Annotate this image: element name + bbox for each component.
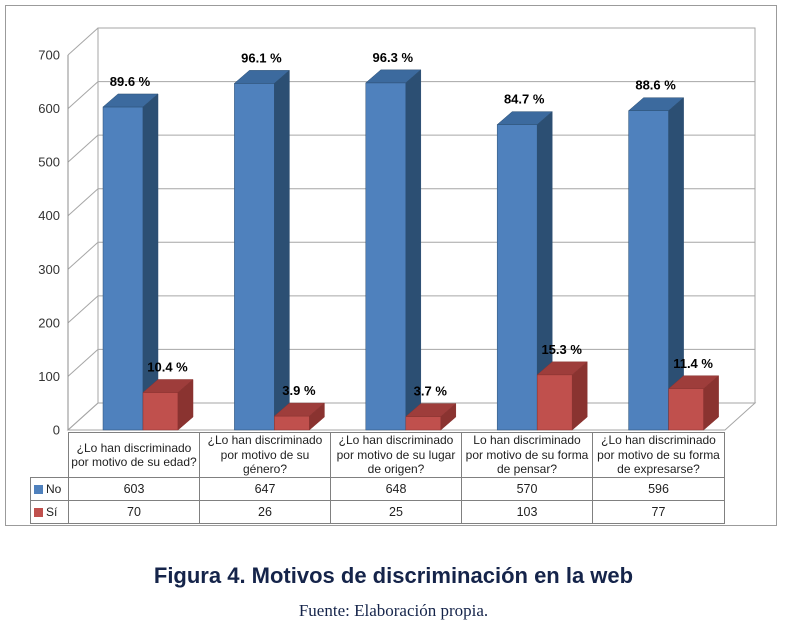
bar-sí-2-side bbox=[440, 403, 457, 431]
category-header-1: ¿Lo han discriminado por motivo de su gé… bbox=[199, 432, 331, 478]
y-tick-label: 700 bbox=[38, 48, 60, 63]
bar-percent-label: 96.3 % bbox=[373, 50, 414, 65]
category-header-2: ¿Lo han discriminado por motivo de su lu… bbox=[330, 432, 462, 478]
bar-percent-label: 84.7 % bbox=[504, 92, 545, 107]
chart-area: 0 100 200 300 400 500 600 700 89.6 % 10.4 % 96.1 %… bbox=[5, 5, 777, 526]
bar-percent-label: 89.6 % bbox=[110, 74, 151, 89]
category-header-4: ¿Lo han discriminado por motivo de su fo… bbox=[592, 432, 725, 478]
bar-no-3-front bbox=[496, 124, 538, 431]
y-tick-label: 400 bbox=[38, 208, 60, 223]
bar-sí-1-side bbox=[309, 402, 325, 431]
bar-percent-label: 15.3 % bbox=[541, 342, 582, 357]
bar-plot: 0 100 200 300 400 500 600 700 89.6 % 10.4 % 96.1 %… bbox=[38, 27, 757, 438]
value-cell-sí-3: 103 bbox=[461, 500, 593, 524]
bar-percent-label: 3.7 % bbox=[414, 384, 448, 399]
bar-sí-0-front bbox=[142, 392, 179, 431]
tick-connector bbox=[67, 295, 99, 324]
legend-cell-no: No bbox=[30, 477, 69, 501]
value-cell-no-3: 570 bbox=[461, 477, 593, 501]
figure-source: Fuente: Elaboración propia. bbox=[298, 601, 489, 620]
tick-connector bbox=[67, 402, 99, 431]
table-row-no: No 603 647 648 570 596 bbox=[30, 477, 725, 501]
bar-sí-4-side bbox=[703, 375, 719, 431]
bar-sí-2-front bbox=[405, 416, 442, 431]
value-cell-no-0: 603 bbox=[68, 477, 200, 501]
legend-cell-sí: Sí bbox=[30, 500, 69, 524]
data-table: ¿Lo han discriminado por motivo de su ed… bbox=[30, 432, 725, 524]
bar-percent-label: 10.4 % bbox=[147, 360, 188, 375]
tick-connector bbox=[67, 81, 99, 109]
figure-caption: Figura 4. Motivos de discriminación en l… bbox=[153, 563, 634, 588]
y-tick-label: 500 bbox=[38, 155, 60, 170]
category-header-0: ¿Lo han discriminado por motivo de su ed… bbox=[68, 432, 200, 478]
bar-percent-label: 3.9 % bbox=[282, 383, 316, 398]
y-tick-label: 200 bbox=[38, 315, 60, 330]
bar-percent-label: 96.1 % bbox=[241, 50, 282, 65]
table-row-sí: Sí 70 26 25 103 77 bbox=[30, 500, 725, 524]
bar-percent-label: 88.6 % bbox=[635, 78, 676, 93]
value-cell-no-2: 648 bbox=[330, 477, 462, 501]
y-tick-label: 600 bbox=[38, 101, 60, 116]
bar-no-2-front bbox=[365, 82, 407, 431]
bar-sí-0-side bbox=[177, 378, 194, 431]
bar-percent-label: 11.4 % bbox=[673, 356, 713, 371]
value-cell-no-4: 596 bbox=[592, 477, 725, 501]
tick-connector bbox=[67, 241, 99, 270]
value-cell-sí-1: 26 bbox=[199, 500, 331, 524]
legend-label: Sí bbox=[46, 505, 58, 519]
table-corner-cell bbox=[31, 433, 69, 478]
tick-connector bbox=[67, 188, 99, 217]
tick-connector bbox=[67, 134, 99, 163]
value-cell-sí-0: 70 bbox=[68, 500, 200, 524]
category-header-3: Lo han discriminado por motivo de su for… bbox=[461, 432, 593, 478]
bar-no-0-side bbox=[142, 93, 159, 431]
y-tick-label: 0 bbox=[53, 423, 60, 438]
y-tick-label: 100 bbox=[38, 369, 60, 384]
tick-connector bbox=[67, 27, 99, 56]
legend-label: No bbox=[46, 482, 62, 496]
value-cell-sí-4: 77 bbox=[592, 500, 725, 524]
y-tick-label: 300 bbox=[38, 262, 60, 277]
table-header-row: ¿Lo han discriminado por motivo de su ed… bbox=[31, 432, 725, 478]
bar-sí-3-front bbox=[536, 374, 573, 431]
value-cell-sí-2: 25 bbox=[330, 500, 462, 524]
tick-connector bbox=[67, 349, 99, 377]
bar-no-4-front bbox=[628, 110, 669, 431]
bar-sí-3-side bbox=[571, 361, 588, 431]
bar-sí-4-front bbox=[668, 388, 704, 431]
bar-no-1-side bbox=[274, 69, 290, 431]
bar-no-2-side bbox=[405, 69, 422, 431]
legend-swatch-icon bbox=[34, 485, 43, 494]
value-cell-no-1: 647 bbox=[199, 477, 331, 501]
legend-swatch-icon bbox=[34, 508, 43, 517]
bar-no-1-front bbox=[234, 83, 275, 431]
bar-no-0-front bbox=[102, 106, 144, 431]
bar-sí-1-front bbox=[274, 415, 310, 431]
